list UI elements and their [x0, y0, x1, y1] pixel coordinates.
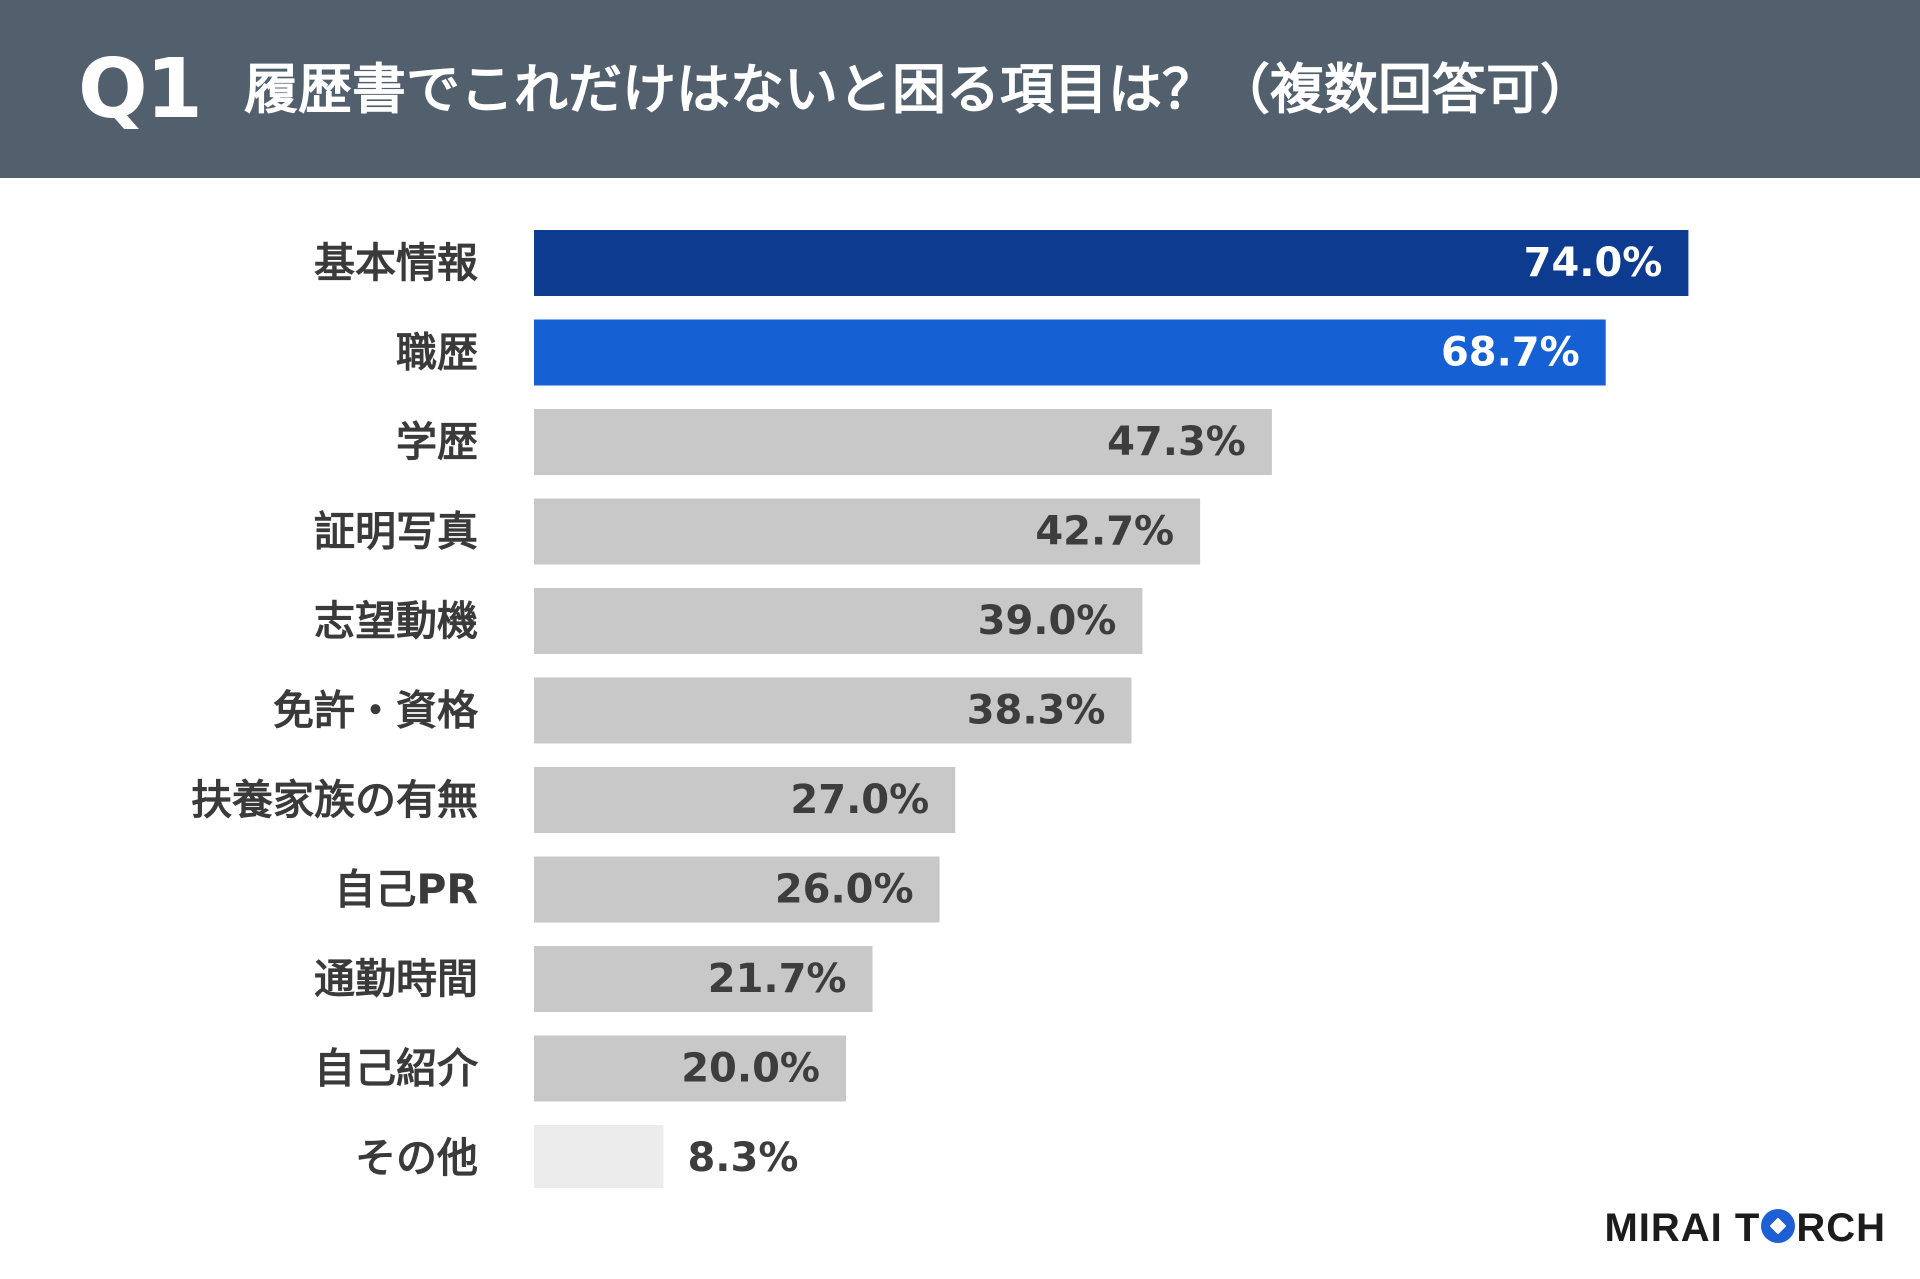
bar-4 — [534, 588, 1143, 654]
value-label-3: 42.7% — [1035, 509, 1174, 555]
value-label-7: 26.0% — [775, 867, 914, 913]
category-label-5: 免許・資格 — [273, 687, 479, 735]
category-label-8: 通勤時間 — [314, 955, 478, 1003]
category-label-3: 証明写真 — [314, 508, 478, 556]
value-label-9: 20.0% — [681, 1046, 820, 1092]
bar-7 — [534, 856, 940, 923]
category-label-2: 学歴 — [396, 418, 478, 466]
bar-9 — [534, 1035, 846, 1102]
bar-6 — [534, 767, 956, 833]
value-label-5: 38.3% — [967, 688, 1106, 734]
category-label-9: 自己紹介 — [314, 1045, 479, 1093]
category-label-10: その他 — [355, 1134, 478, 1182]
brand-logo: MIRAI T RCH — [1604, 1200, 1886, 1256]
bar-8 — [534, 946, 873, 1012]
category-label-4: 志望動機 — [314, 597, 478, 645]
bar-10 — [534, 1125, 664, 1188]
torch-icon — [1761, 1209, 1796, 1244]
bar-1 — [534, 319, 1606, 386]
question-header: Q1 履歴書でこれだけはないと困る項目は？（複数回答可） — [0, 0, 1920, 178]
logo-text-start: MIRAI T — [1604, 1206, 1761, 1250]
value-label-1: 68.7% — [1441, 330, 1580, 376]
bar-2 — [534, 409, 1272, 475]
category-label-0: 基本情報 — [314, 239, 478, 287]
bar-chart: 基本情報 74.0% 職歴 68.7% 学歴 47.3% 証明写真 42.7% 志望動機 39.0… — [191, 230, 1689, 1188]
logo-text-end: RCH — [1796, 1206, 1886, 1250]
value-label-6: 27.0% — [790, 777, 929, 823]
value-label-2: 47.3% — [1107, 419, 1246, 465]
bar-5 — [534, 677, 1132, 744]
value-label-4: 39.0% — [978, 598, 1117, 644]
value-label-10: 8.3% — [687, 1135, 798, 1181]
category-label-6: 扶養家族の有無 — [191, 776, 478, 824]
question-number: Q1 — [78, 42, 203, 137]
value-label-8: 21.7% — [708, 956, 847, 1002]
bar-0 — [534, 230, 1689, 296]
category-label-7: 自己PR — [334, 866, 478, 914]
category-label-1: 職歴 — [396, 329, 478, 377]
value-label-0: 74.0% — [1524, 240, 1663, 286]
bar-3 — [534, 498, 1201, 565]
question-title: 履歴書でこれだけはないと困る項目は？（複数回答可） — [244, 58, 1594, 121]
